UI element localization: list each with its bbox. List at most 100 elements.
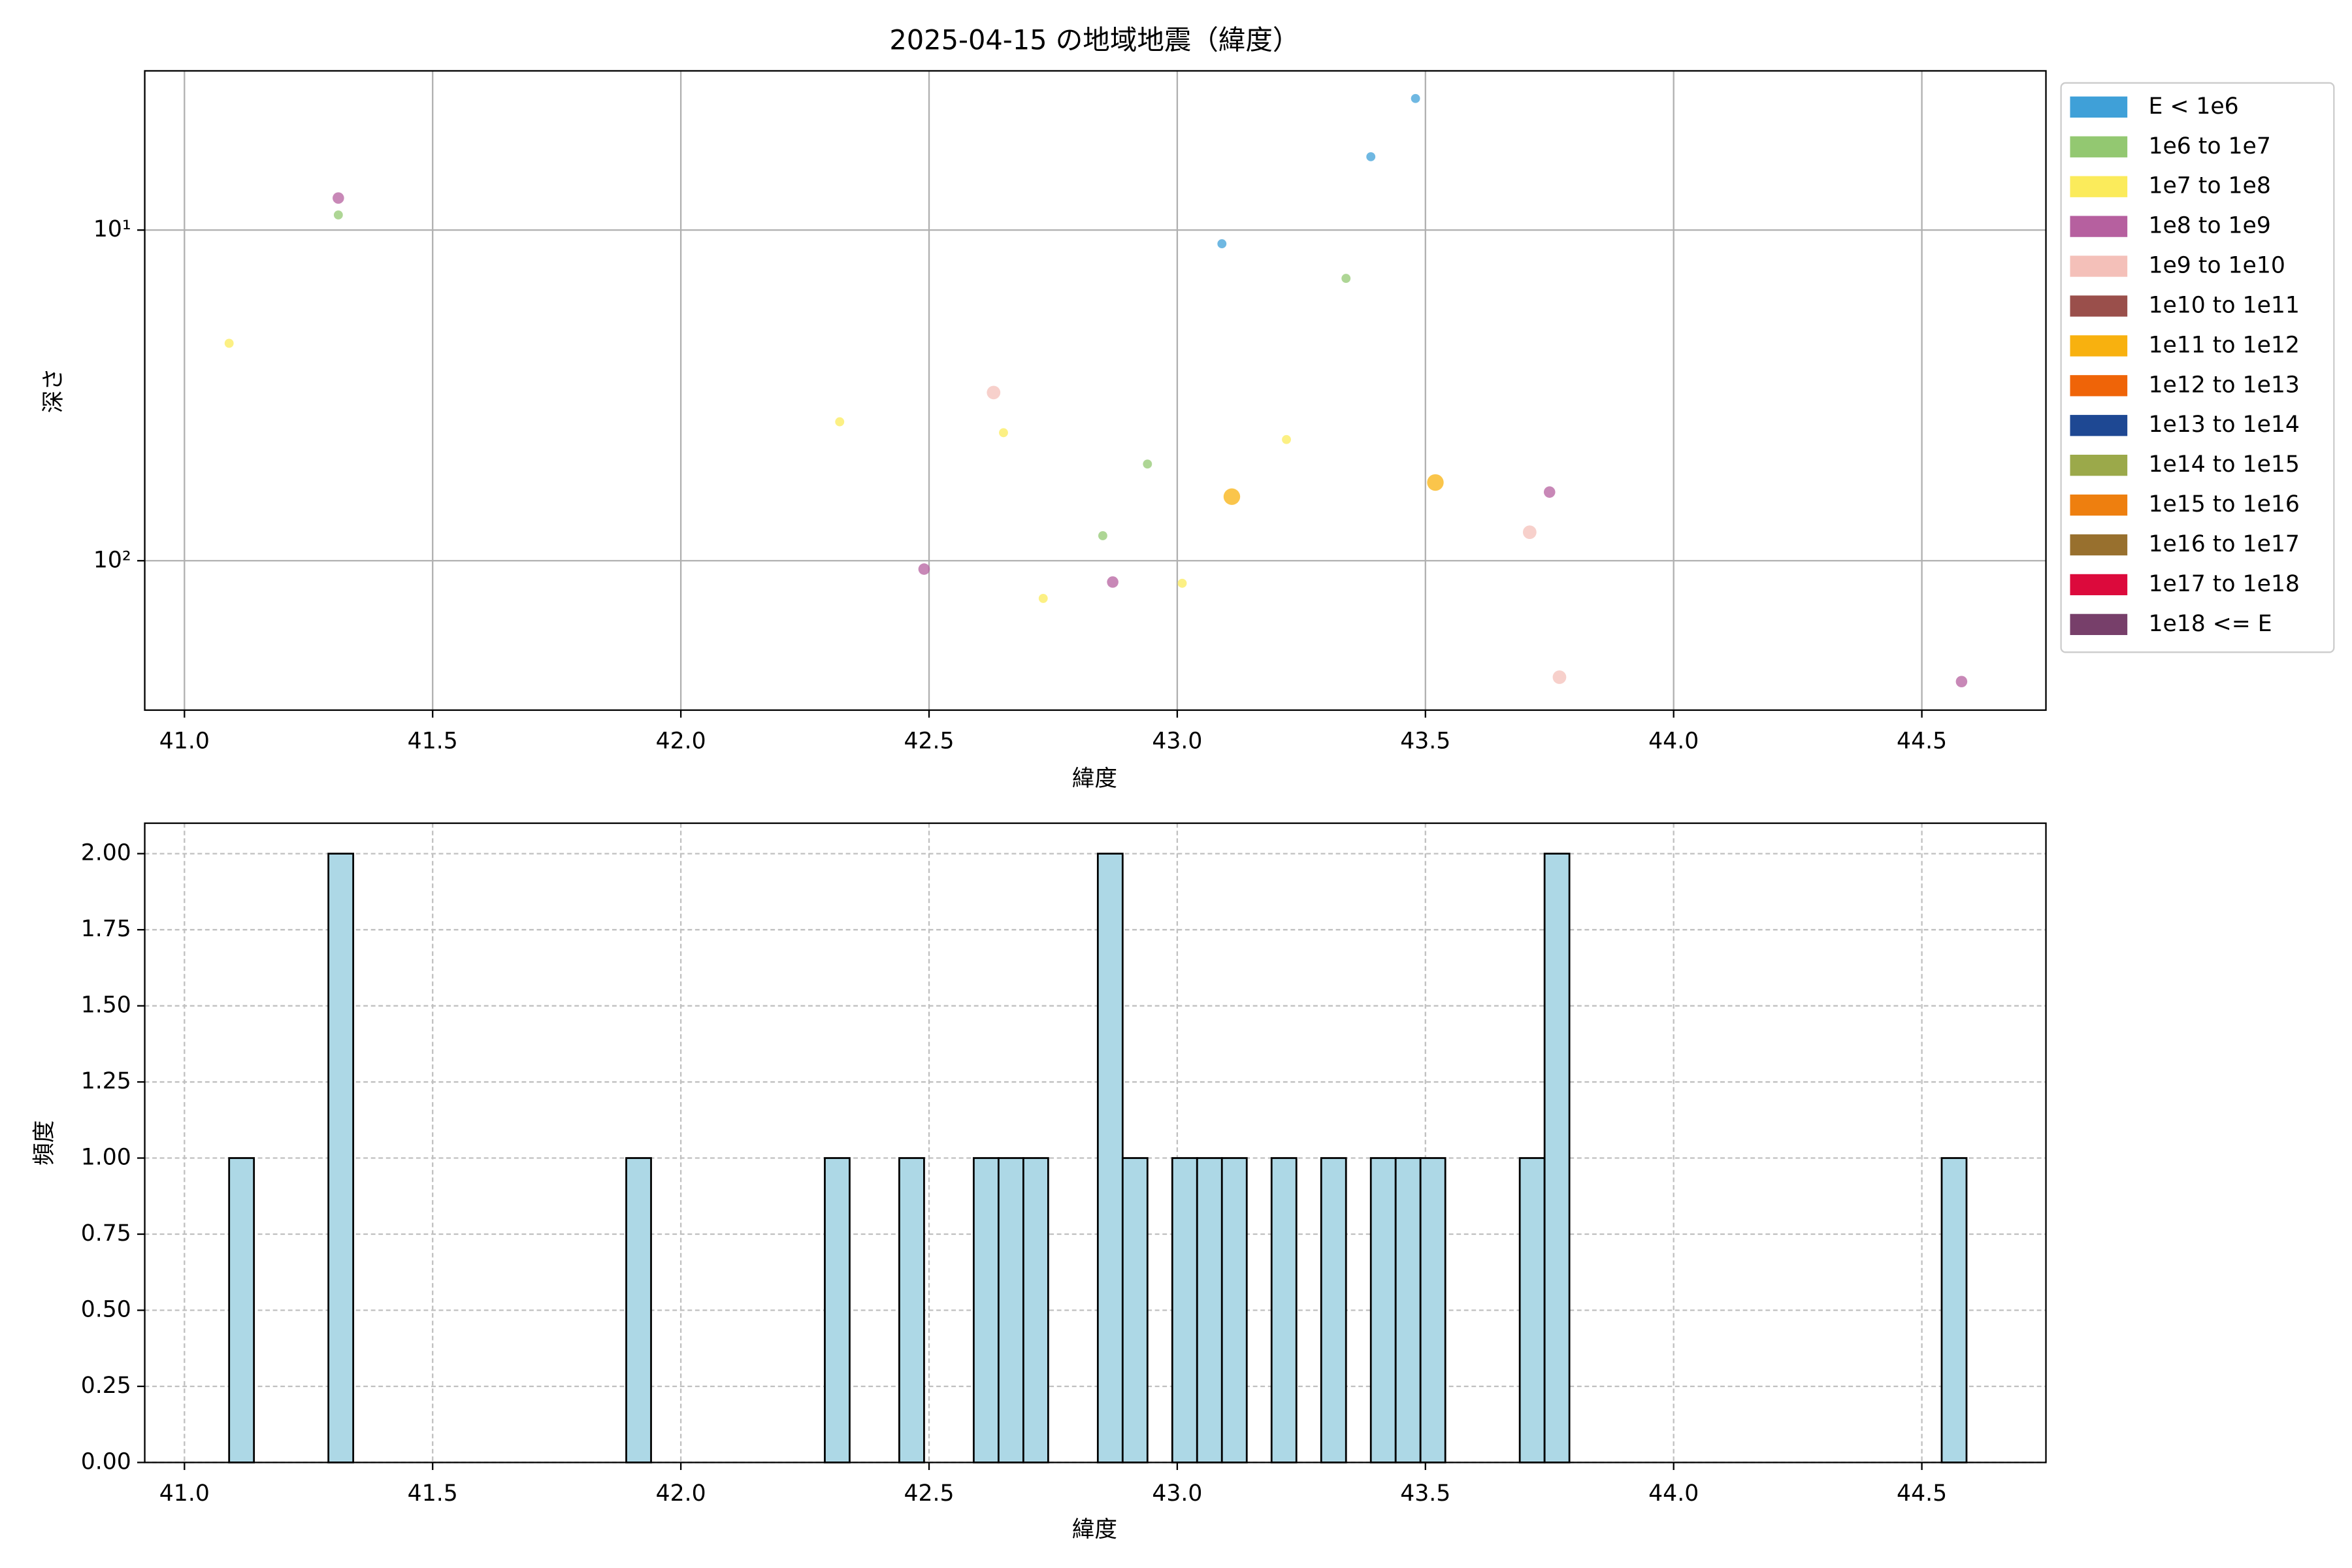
chart-title: 2025-04-15 の地域地震（緯度） bbox=[889, 24, 1299, 56]
scatter-point bbox=[1427, 474, 1444, 491]
x-tick-label: 43.0 bbox=[1152, 728, 1202, 754]
legend-label: 1e16 to 1e17 bbox=[2148, 531, 2299, 557]
legend-label: 1e6 to 1e7 bbox=[2148, 133, 2270, 159]
histogram-bar bbox=[1121, 1157, 1149, 1463]
scatter-point bbox=[1177, 578, 1187, 588]
legend-label: 1e10 to 1e11 bbox=[2148, 292, 2299, 318]
scatter-point bbox=[1552, 670, 1567, 684]
x-tick-label: 41.5 bbox=[408, 1480, 458, 1507]
y-tick-label: 0.00 bbox=[81, 1448, 131, 1475]
legend-label: 1e7 to 1e8 bbox=[2148, 173, 2270, 199]
legend-swatch bbox=[2070, 455, 2128, 476]
legend-label: 1e15 to 1e16 bbox=[2148, 491, 2299, 517]
x-tick-label: 41.5 bbox=[408, 728, 458, 754]
y-axis-label: 頻度 bbox=[31, 1120, 57, 1166]
x-tick-label: 42.5 bbox=[904, 728, 954, 754]
scatter-point bbox=[1098, 531, 1107, 540]
histogram-bar bbox=[1270, 1157, 1298, 1463]
legend-label: 1e13 to 1e14 bbox=[2148, 412, 2299, 438]
histogram-bar bbox=[997, 1157, 1024, 1463]
legend-label: 1e8 to 1e9 bbox=[2148, 213, 2270, 239]
legend-label: 1e14 to 1e15 bbox=[2148, 451, 2299, 478]
histogram-bar bbox=[1419, 1157, 1446, 1463]
histogram-bar bbox=[1543, 853, 1571, 1463]
legend-swatch bbox=[2070, 415, 2128, 436]
x-tick-label: 42.0 bbox=[656, 728, 706, 754]
histogram-bar bbox=[1518, 1157, 1546, 1463]
y-tick-label: 0.50 bbox=[81, 1296, 131, 1322]
legend-swatch bbox=[2070, 96, 2128, 118]
scatter-point bbox=[1107, 576, 1119, 588]
scatter-point bbox=[1143, 459, 1152, 469]
legend-swatch bbox=[2070, 375, 2128, 397]
histogram-bar bbox=[327, 853, 355, 1463]
y-tick-label: 2.00 bbox=[81, 840, 131, 866]
legend-swatch bbox=[2070, 534, 2128, 556]
legend-label: 1e18 <= E bbox=[2148, 611, 2272, 637]
x-tick-label: 44.0 bbox=[1648, 728, 1699, 754]
x-tick-label: 44.5 bbox=[1897, 728, 1947, 754]
y-tick-label: 10¹ bbox=[93, 216, 131, 242]
histogram-bar bbox=[228, 1157, 255, 1463]
legend-swatch bbox=[2070, 295, 2128, 317]
histogram-bar bbox=[824, 1157, 851, 1463]
scatter-point bbox=[333, 192, 344, 204]
legend-swatch bbox=[2070, 494, 2128, 516]
legend-swatch bbox=[2070, 335, 2128, 357]
histogram-bar bbox=[1096, 853, 1124, 1463]
scatter-point bbox=[1366, 152, 1376, 161]
y-tick-label: 1.25 bbox=[81, 1068, 131, 1094]
x-tick-label: 41.0 bbox=[159, 728, 210, 754]
x-tick-label: 43.5 bbox=[1400, 1480, 1450, 1507]
scatter-point bbox=[1341, 274, 1351, 284]
histogram-bar bbox=[625, 1157, 652, 1463]
x-axis-label: 緯度 bbox=[1072, 1516, 1117, 1543]
legend-swatch bbox=[2070, 176, 2128, 197]
legend-box bbox=[2060, 82, 2335, 653]
y-tick-label: 0.25 bbox=[81, 1373, 131, 1399]
legend-label: 1e12 to 1e13 bbox=[2148, 372, 2299, 398]
plot-frame bbox=[144, 822, 2047, 1463]
histogram-bar bbox=[1394, 1157, 1422, 1463]
legend-label: E < 1e6 bbox=[2148, 93, 2238, 120]
legend-label: 1e17 to 1e18 bbox=[2148, 571, 2299, 597]
y-tick-label: 1.50 bbox=[81, 992, 131, 1019]
scatter-point bbox=[987, 385, 1001, 400]
histogram-bar bbox=[898, 1157, 925, 1463]
scatter-point bbox=[224, 338, 234, 348]
scatter-point bbox=[999, 428, 1008, 438]
legend-swatch bbox=[2070, 574, 2128, 596]
histogram-bar bbox=[1220, 1157, 1248, 1463]
histogram-bar bbox=[973, 1157, 1000, 1463]
legend-label: 1e9 to 1e10 bbox=[2148, 253, 2285, 279]
histogram-bar bbox=[1369, 1157, 1397, 1463]
histogram-bar bbox=[1171, 1157, 1198, 1463]
y-axis-label: 深さ bbox=[41, 368, 67, 413]
scatter-point bbox=[918, 563, 930, 575]
legend-swatch bbox=[2070, 216, 2128, 237]
histogram-bar bbox=[1196, 1157, 1223, 1463]
scatter-point bbox=[1522, 525, 1537, 540]
scatter-point bbox=[835, 417, 845, 427]
x-tick-label: 42.0 bbox=[656, 1480, 706, 1507]
y-tick-label: 10² bbox=[93, 547, 131, 573]
x-axis-label: 緯度 bbox=[1072, 766, 1117, 792]
plot-frame bbox=[144, 70, 2047, 711]
x-tick-label: 43.0 bbox=[1152, 1480, 1202, 1507]
scatter-point bbox=[333, 210, 343, 220]
legend-label: 1e11 to 1e12 bbox=[2148, 332, 2299, 358]
legend-swatch bbox=[2070, 136, 2128, 157]
scatter-point bbox=[1955, 676, 1968, 688]
y-tick-label: 0.75 bbox=[81, 1220, 131, 1247]
scatter-point bbox=[1217, 239, 1227, 249]
histogram-bar bbox=[1940, 1157, 1968, 1463]
histogram-bar bbox=[1320, 1157, 1347, 1463]
histogram-bar bbox=[1022, 1157, 1049, 1463]
scatter-point bbox=[1411, 93, 1420, 103]
x-tick-label: 44.0 bbox=[1648, 1480, 1699, 1507]
x-tick-label: 42.5 bbox=[904, 1480, 954, 1507]
y-tick-label: 1.75 bbox=[81, 916, 131, 942]
scatter-point bbox=[1543, 486, 1556, 498]
legend-swatch bbox=[2070, 613, 2128, 635]
